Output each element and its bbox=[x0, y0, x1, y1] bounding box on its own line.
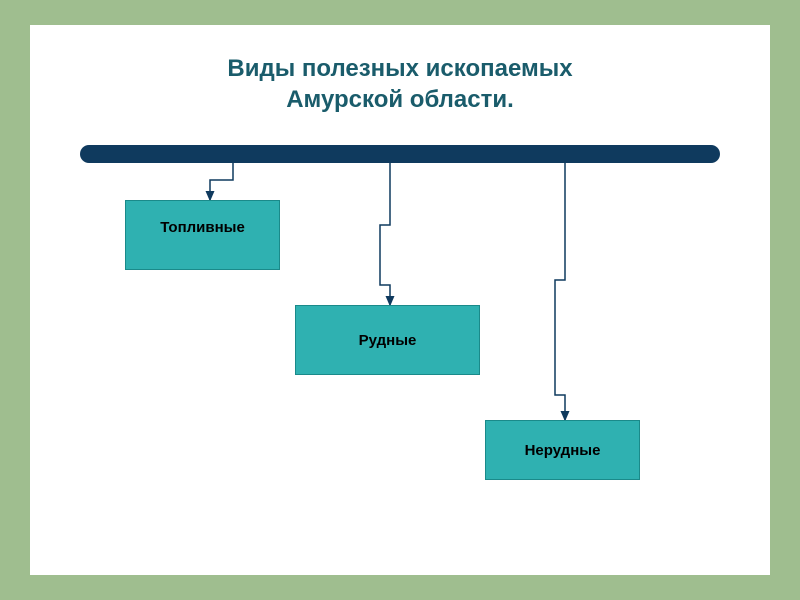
box-nonore: Нерудные bbox=[485, 420, 640, 480]
box-fuel: Топливные bbox=[125, 200, 280, 270]
title-line-1: Виды полезных ископаемых bbox=[227, 55, 572, 82]
box-label: Рудные bbox=[359, 332, 417, 349]
connector-2 bbox=[380, 163, 390, 305]
box-ore: Рудные bbox=[295, 305, 480, 375]
slide-title: Виды полезных ископаемых Амурской област… bbox=[30, 25, 770, 115]
box-label: Топливные bbox=[160, 219, 245, 236]
slide-container: Виды полезных ископаемых Амурской област… bbox=[30, 25, 770, 575]
connector-3 bbox=[555, 163, 565, 420]
title-line-2: Амурской области. bbox=[286, 86, 514, 113]
box-label: Нерудные bbox=[525, 442, 601, 459]
connector-1 bbox=[210, 163, 233, 200]
header-bar bbox=[80, 145, 720, 163]
